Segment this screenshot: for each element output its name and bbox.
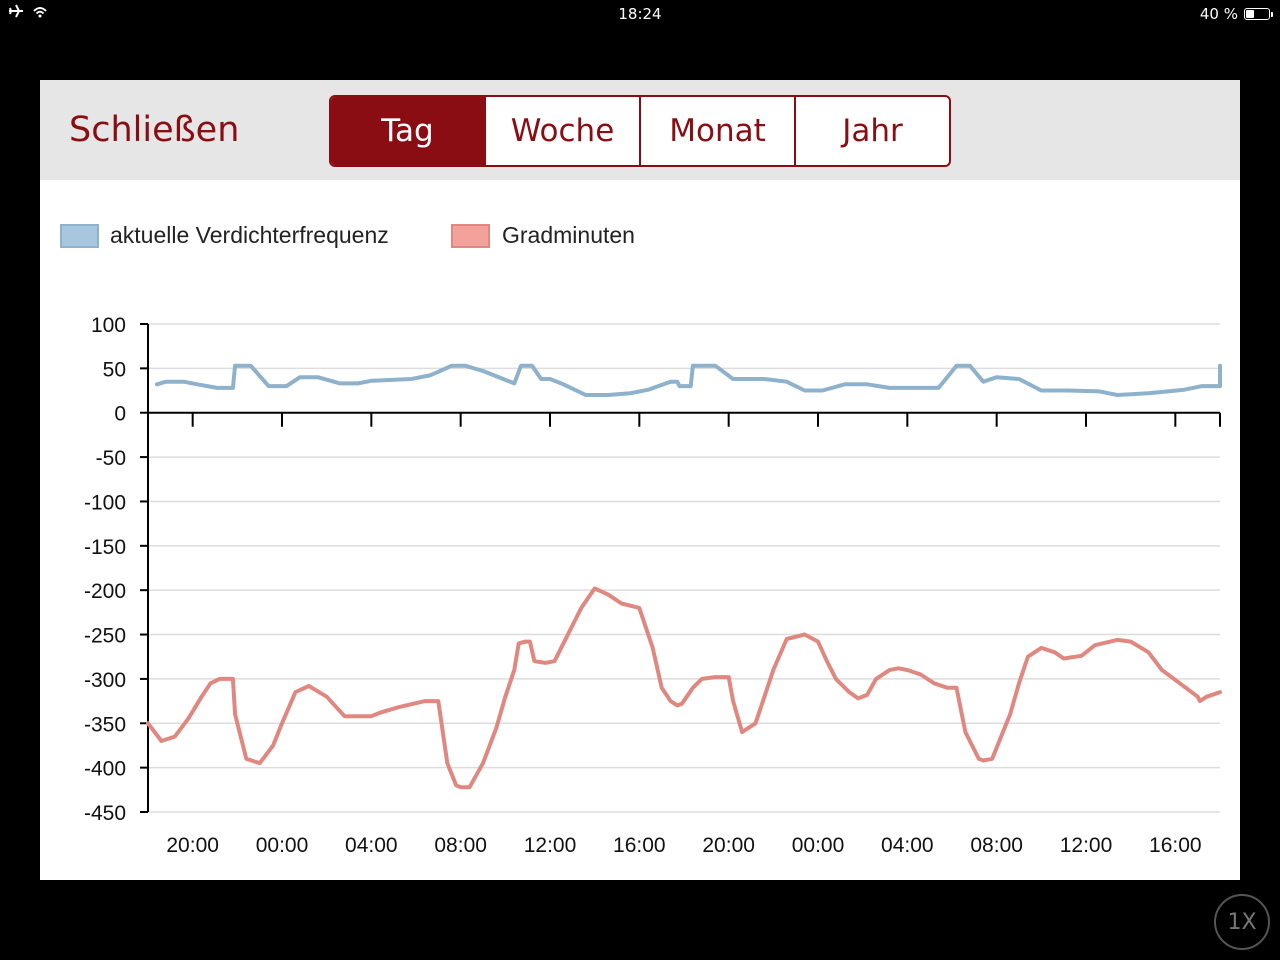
tab-week[interactable]: Woche [484,97,639,165]
legend-swatch-frequency [60,224,99,248]
series-line-frequency [154,363,1222,397]
line-chart: aktuelle Verdichterfrequenz Gradminuten … [60,222,1222,857]
y-tick-label: 0 [114,403,126,426]
x-tick-label: 20:00 [702,834,755,857]
y-tick-label: -250 [84,625,126,648]
tab-year[interactable]: Jahr [794,97,949,165]
x-tick-label: 12:00 [1060,834,1113,857]
y-tick-label: -200 [84,580,126,603]
y-tick-label: -100 [84,491,126,514]
x-tick-label: 00:00 [792,834,845,857]
battery-text: 40 % [1199,5,1238,23]
x-tick-label: 04:00 [881,834,934,857]
period-segmented-control: Tag Woche Monat Jahr [329,95,951,167]
status-right: 40 % [1199,5,1273,23]
legend: aktuelle Verdichterfrequenz Gradminuten [60,222,635,248]
battery-fill [1246,10,1255,18]
wifi-icon [32,4,48,22]
x-tick-label: 12:00 [524,834,577,857]
status-bar: 18:24 40 % [0,0,1280,28]
y-tick-label: -450 [84,802,126,825]
y-tick-label: -300 [84,669,126,692]
x-tick-label: 16:00 [613,834,666,857]
series-lines [146,363,1222,790]
y-tick-label: 50 [103,358,126,381]
x-tick-label: 16:00 [1149,834,1202,857]
x-tick-label: 20:00 [166,834,219,857]
legend-label-frequency: aktuelle Verdichterfrequenz [110,222,389,248]
tab-day[interactable]: Tag [331,97,484,165]
legend-swatch-degree-minutes [451,224,490,248]
y-tick-label: -400 [84,758,126,781]
y-tick-label: -350 [84,713,126,736]
y-tick-label: -50 [96,447,126,470]
x-tick-label: 00:00 [256,834,309,857]
battery-icon [1244,8,1273,20]
x-axis: 20:00 00:00 04:00 08:00 12:00 16:00 20:00 00:00… [148,411,1221,857]
series-line-degree-minutes [146,586,1222,790]
status-time: 18:24 [618,5,662,23]
chart-panel: Schließen Tag Woche Monat Jahr aktuelle … [40,80,1240,880]
x-tick-label: 04:00 [345,834,398,857]
legend-label-degree-minutes: Gradminuten [502,222,635,248]
status-left [8,4,48,22]
y-tick-label: 100 [91,314,126,337]
tab-month[interactable]: Monat [639,97,794,165]
x-tick-label: 08:00 [434,834,487,857]
zoom-button[interactable]: 1X [1214,894,1270,950]
grid [148,323,1220,813]
close-button[interactable]: Schließen [69,110,240,150]
toolbar: Schließen Tag Woche Monat Jahr [40,80,1240,180]
y-axis: 100 50 0 -50 -100 -150 -200 -250 -300 -350 -400 -45… [84,314,149,825]
y-tick-label: -150 [84,536,126,559]
airplane-icon [8,4,24,22]
x-tick-label: 08:00 [970,834,1023,857]
